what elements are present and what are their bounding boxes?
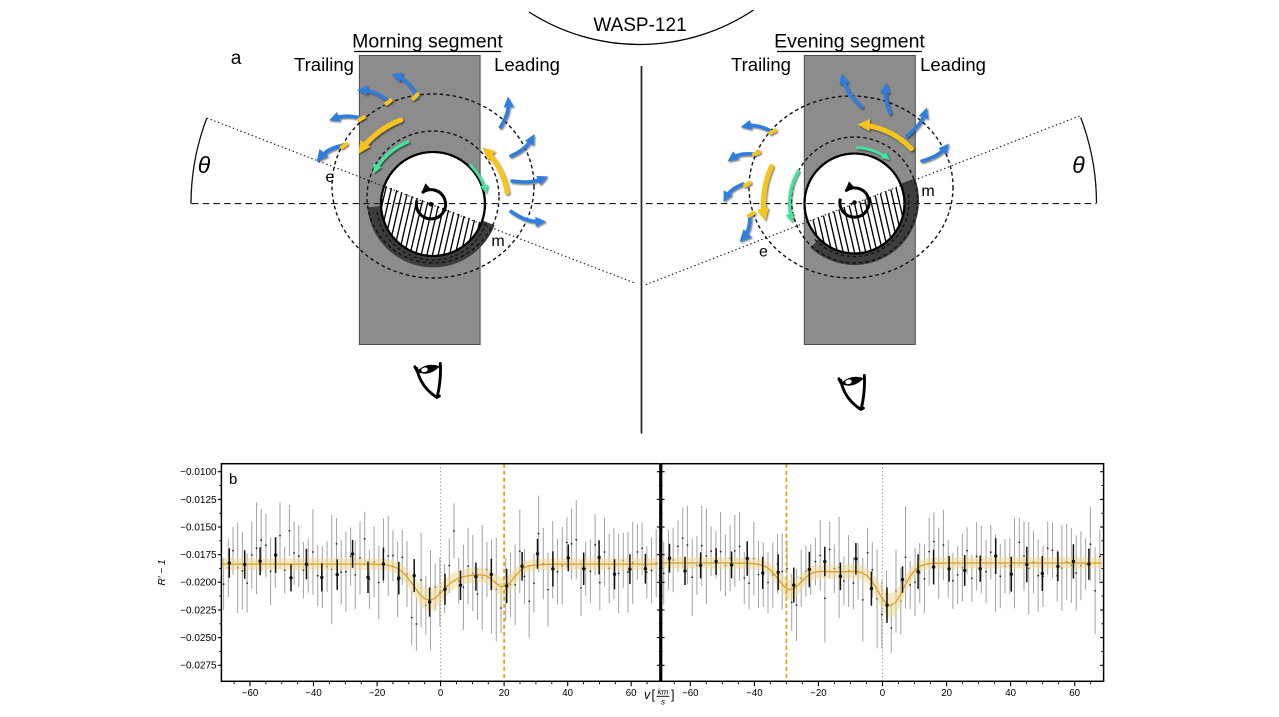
svg-text:60: 60 (626, 688, 637, 699)
svg-text:R′ − 1: R′ − 1 (157, 559, 168, 585)
svg-text:Evening segment: Evening segment (774, 31, 925, 53)
svg-text:−20: −20 (810, 688, 827, 699)
svg-text:v: v (644, 688, 651, 702)
svg-text:−0.0200: −0.0200 (180, 578, 217, 589)
svg-text:60: 60 (1069, 688, 1080, 699)
svg-text:20: 20 (941, 688, 952, 699)
svg-text:θ: θ (1072, 152, 1085, 178)
svg-text:20: 20 (499, 688, 510, 699)
svg-text:m: m (491, 233, 504, 250)
svg-text:b: b (229, 471, 237, 488)
svg-text:−60: −60 (242, 688, 259, 699)
svg-text:WASP-121: WASP-121 (593, 15, 686, 36)
svg-text:m: m (921, 183, 934, 200)
svg-text:e: e (326, 169, 335, 186)
svg-text:−0.0275: −0.0275 (180, 661, 217, 672)
svg-text:−40: −40 (746, 688, 763, 699)
svg-text:−20: −20 (369, 688, 386, 699)
svg-text:Trailing: Trailing (294, 54, 354, 75)
svg-text:40: 40 (1005, 688, 1016, 699)
svg-text:0: 0 (880, 688, 886, 699)
svg-text:Morning segment: Morning segment (352, 31, 503, 53)
svg-text:−0.0250: −0.0250 (180, 633, 217, 644)
svg-text:e: e (759, 244, 768, 261)
svg-text:[: [ (652, 688, 656, 702)
svg-text:Leading: Leading (920, 54, 986, 75)
svg-text:−60: −60 (682, 688, 699, 699)
svg-text:]: ] (671, 688, 674, 702)
svg-text:−0.0150: −0.0150 (180, 522, 217, 533)
svg-text:s: s (661, 698, 665, 707)
svg-text:−0.0225: −0.0225 (180, 605, 217, 616)
svg-text:−0.0175: −0.0175 (180, 550, 217, 561)
svg-text:θ: θ (198, 152, 211, 178)
svg-text:−0.0125: −0.0125 (180, 495, 217, 506)
svg-text:0: 0 (438, 688, 444, 699)
svg-text:−40: −40 (305, 688, 322, 699)
svg-text:40: 40 (562, 688, 573, 699)
svg-text:−0.0100: −0.0100 (180, 467, 217, 478)
svg-text:Trailing: Trailing (731, 54, 791, 75)
svg-text:a: a (231, 48, 242, 69)
svg-text:km: km (658, 688, 669, 697)
svg-text:Leading: Leading (494, 54, 560, 75)
